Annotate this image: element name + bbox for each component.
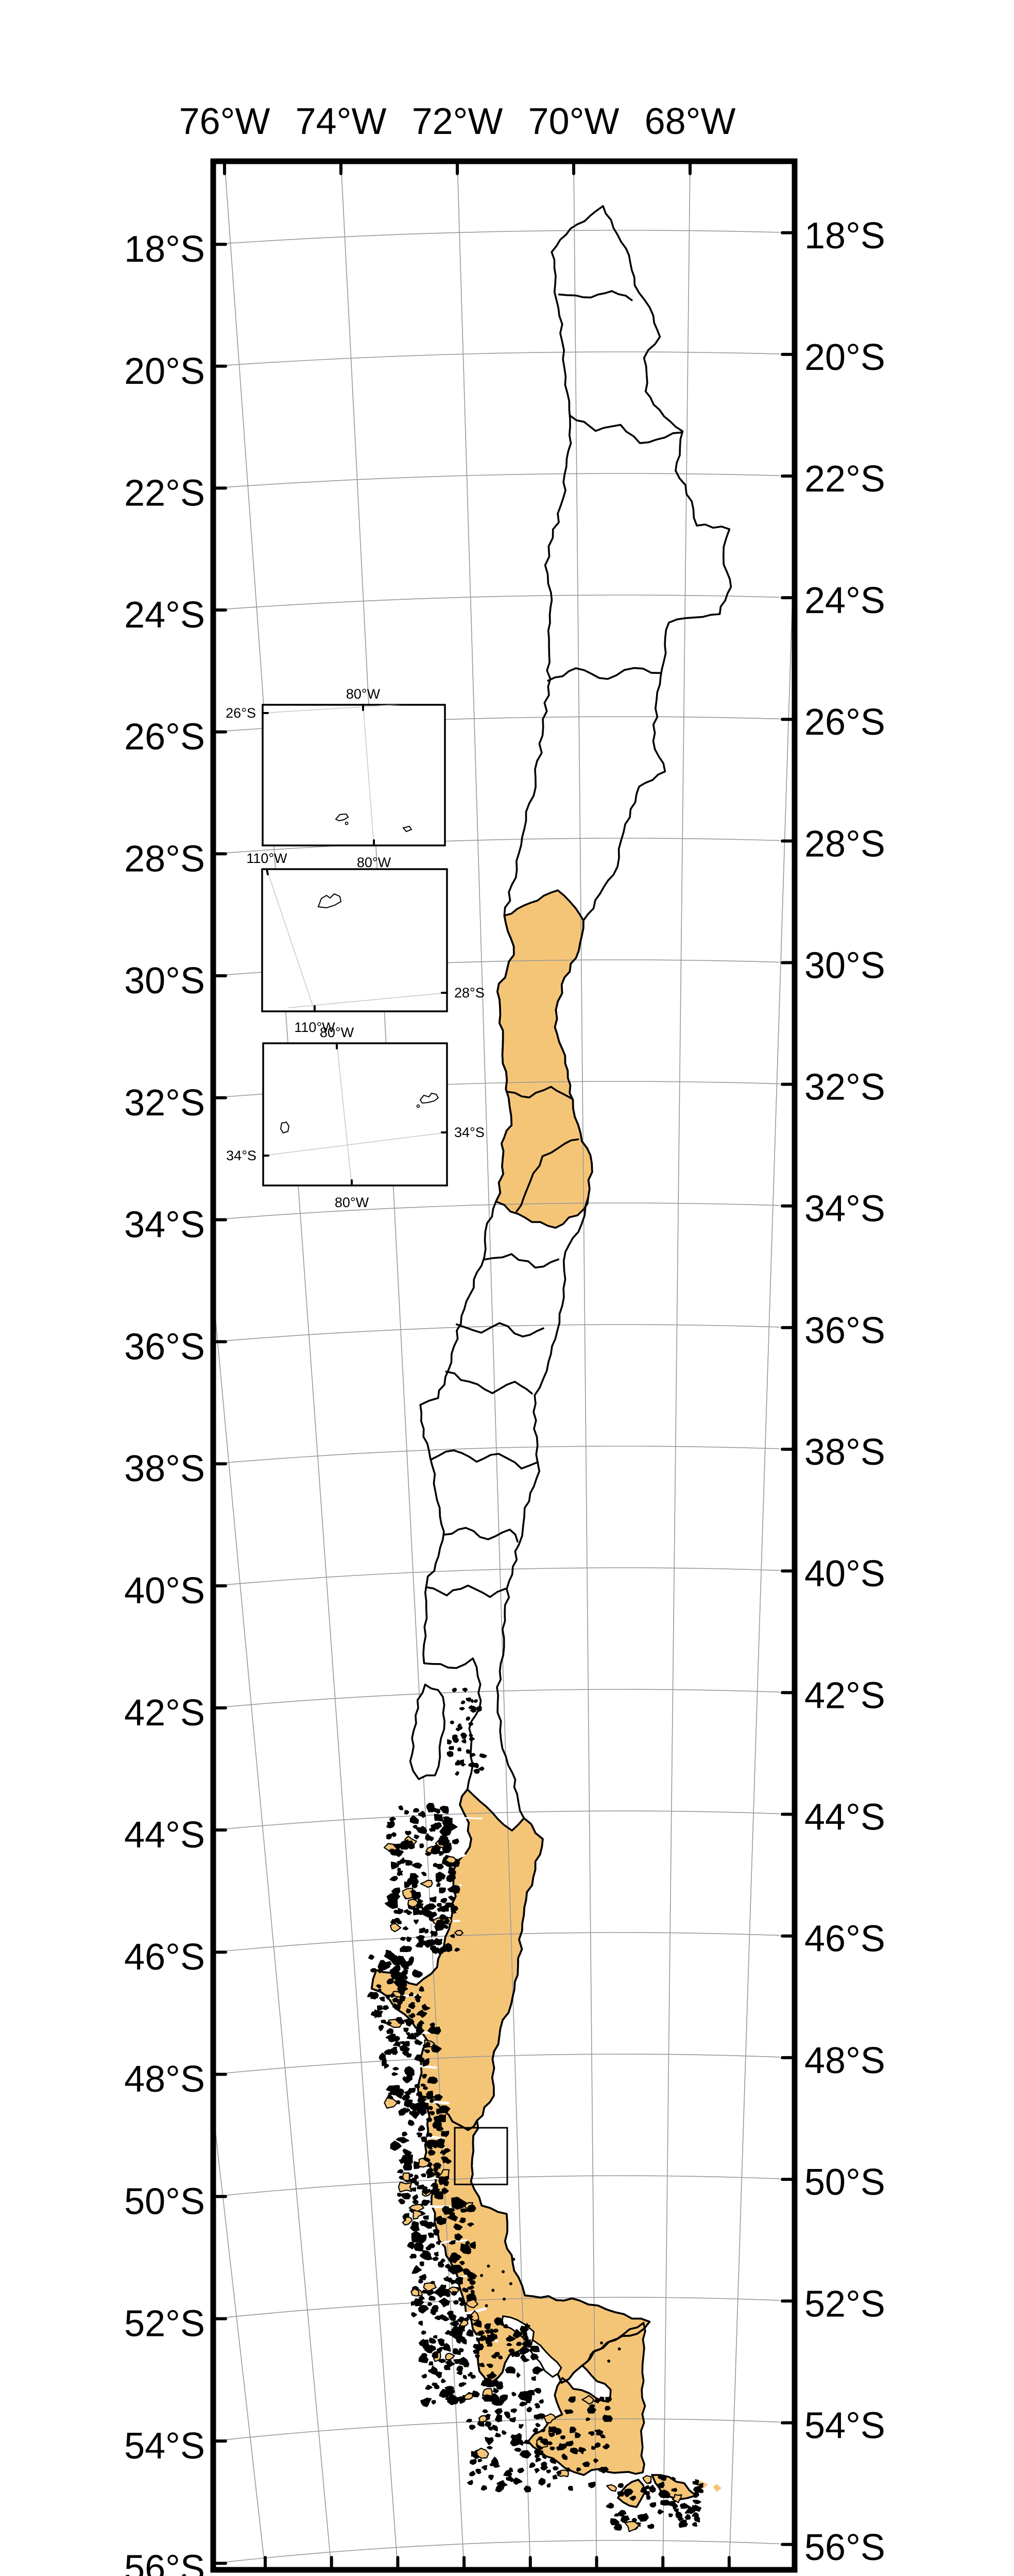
- right-axis-label: 48°S: [804, 2040, 885, 2081]
- inset-label: 34°S: [226, 1148, 256, 1163]
- left-axis-label: 50°S: [124, 2181, 205, 2222]
- inset-island: [419, 1092, 439, 1104]
- zoom-extent-indicator-box: [454, 2127, 508, 2185]
- map-area: [213, 161, 795, 2570]
- inset-box: [262, 1042, 448, 1187]
- top-axis-label: 70°W: [528, 101, 620, 142]
- boundary-valparaiso-metropolitana: [515, 1138, 579, 1213]
- left-axis-label: 24°S: [124, 595, 205, 636]
- right-axis-label: 32°S: [804, 1067, 885, 1108]
- boundary-tarapaca-antofagasta: [570, 415, 683, 444]
- inset-label: 26°S: [226, 705, 256, 721]
- axis-ticks: [215, 163, 796, 2568]
- inset-label: 110°W: [246, 851, 287, 866]
- boundary-nuble-biobio: [445, 1370, 533, 1395]
- inset-box: [262, 704, 446, 846]
- inset-label: 110°W: [294, 1020, 335, 1035]
- boundary-coquimbo-valparaiso: [506, 1086, 573, 1100]
- left-axis-label: 34°S: [124, 1205, 205, 1246]
- right-axis-label: 36°S: [804, 1310, 885, 1351]
- top-axis-label: 72°W: [412, 101, 503, 142]
- inset-box: [261, 868, 448, 1012]
- right-axis-label: 24°S: [804, 580, 885, 621]
- inset-label: 80°W: [320, 1025, 354, 1040]
- inset-island: [335, 813, 349, 822]
- inset-label: 80°W: [335, 1195, 369, 1210]
- region-aysen: [371, 1789, 543, 2130]
- boundary-araucania-losrios: [443, 1527, 519, 1543]
- left-axis-label: 48°S: [124, 2059, 205, 2100]
- inset-island: [317, 893, 342, 909]
- island-chiloe: [409, 1683, 445, 1781]
- right-axis-label: 56°S: [804, 2527, 885, 2568]
- left-axis-label: 32°S: [124, 1082, 205, 1124]
- inset-label: 80°W: [357, 855, 391, 870]
- left-axis-label: 56°S: [124, 2548, 205, 2576]
- patagonia-archipelago: [367, 1687, 704, 2532]
- left-axis-label: 20°S: [124, 351, 205, 392]
- left-axis-label: 46°S: [124, 1937, 205, 1978]
- right-axis-label: 26°S: [804, 702, 885, 743]
- left-axis-label: 30°S: [124, 960, 205, 1002]
- right-axis-label: 44°S: [804, 1797, 885, 1838]
- right-axis-label: 34°S: [804, 1189, 885, 1230]
- left-axis-label: 54°S: [124, 2426, 205, 2467]
- right-axis-label: 46°S: [804, 1919, 885, 1960]
- left-axis-label: 18°S: [124, 229, 205, 270]
- boundary-biobio-araucania: [431, 1449, 539, 1470]
- left-axis-label: 52°S: [124, 2303, 205, 2345]
- right-axis-label: 42°S: [804, 1675, 885, 1716]
- graticule: [213, 161, 795, 2570]
- top-axis-label: 76°W: [179, 101, 270, 142]
- top-axis-label: 74°W: [296, 101, 387, 142]
- top-axis-label: 68°W: [645, 101, 736, 142]
- right-axis-label: 30°S: [804, 945, 885, 987]
- boundary-losrios-loslagos: [425, 1584, 507, 1598]
- region-coquimbo-valparaiso-metropolitana: [496, 890, 592, 1228]
- right-axis-label: 38°S: [804, 1432, 885, 1473]
- right-axis-label: 22°S: [804, 459, 885, 500]
- axis-labels: 76°W74°W72°W70°W68°W80°W76°W72°W68°W64°W…: [124, 101, 885, 2576]
- right-axis-label: 52°S: [804, 2283, 885, 2325]
- desventuradas-islands-inset: 80°W 80°W 26°S: [226, 686, 446, 870]
- boundary-ohiggins-maule: [483, 1253, 560, 1269]
- left-axis-label: 28°S: [124, 838, 205, 879]
- right-axis-label: 18°S: [804, 215, 885, 257]
- inset-island: [402, 825, 413, 833]
- left-axis-label: 40°S: [124, 1570, 205, 1612]
- right-axis-label: 28°S: [804, 823, 885, 865]
- borders: [370, 205, 732, 2508]
- left-axis-label: 36°S: [124, 1326, 205, 1367]
- inset-label: 34°S: [454, 1125, 485, 1140]
- right-axis-label: 20°S: [804, 337, 885, 378]
- left-axis-label: 44°S: [124, 1815, 205, 1856]
- left-axis-label: 26°S: [124, 717, 205, 758]
- small-islets: [480, 2258, 621, 2363]
- right-axis-label: 54°S: [804, 2405, 885, 2447]
- boundary-antofagasta-atacama: [547, 667, 662, 682]
- inset-island: [280, 1121, 290, 1134]
- boundary-maule-nuble: [455, 1322, 544, 1337]
- juan-fernandez-inset: 80°W 80°W 34°S 34°S: [226, 1025, 485, 1210]
- map-frame: [210, 158, 798, 2573]
- boundary-arica-tarapaca: [558, 290, 633, 301]
- left-axis-label: 42°S: [124, 1692, 205, 1734]
- easter-island-inset: 110°W 110°W 28°S: [246, 851, 485, 1035]
- right-axis-label: 40°S: [804, 1553, 885, 1595]
- inset-label: 80°W: [346, 686, 381, 702]
- right-axis-label: 50°S: [804, 2162, 885, 2203]
- left-axis-label: 22°S: [124, 472, 205, 514]
- left-axis-label: 38°S: [124, 1448, 205, 1489]
- inset-label: 28°S: [454, 985, 485, 1001]
